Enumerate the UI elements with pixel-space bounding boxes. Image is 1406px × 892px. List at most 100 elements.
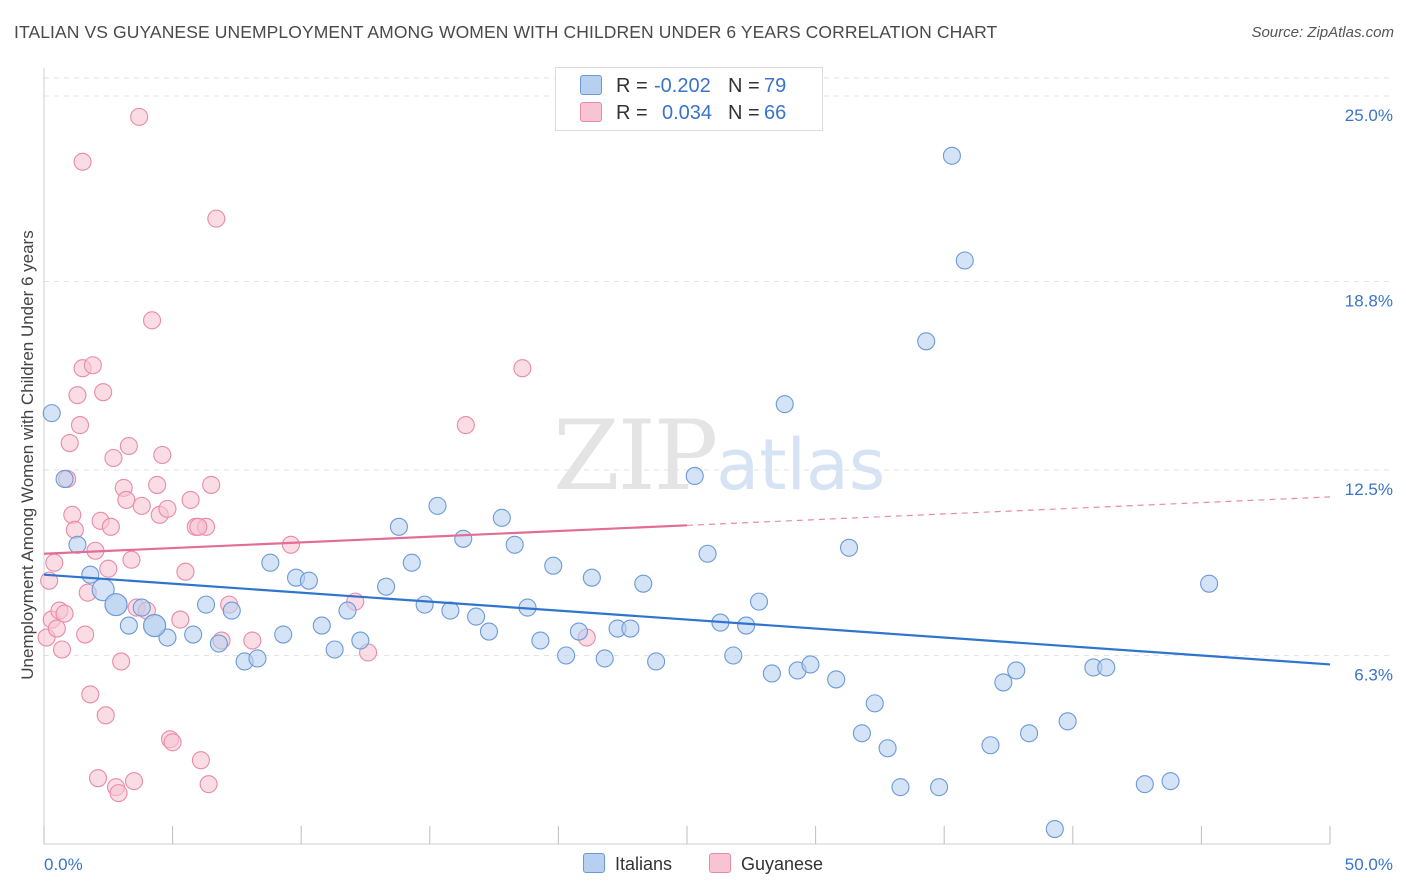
legend-item-guyanese[interactable]: Guyanese bbox=[709, 853, 823, 875]
italians-point bbox=[1200, 574, 1219, 593]
italians-point bbox=[312, 616, 331, 635]
italians-point bbox=[492, 508, 511, 527]
italians-point bbox=[1097, 658, 1116, 677]
italians-point bbox=[582, 568, 601, 587]
italians-point bbox=[621, 619, 640, 638]
guyanese-point bbox=[73, 152, 92, 171]
italians-point bbox=[1058, 712, 1077, 731]
italians-point bbox=[891, 778, 910, 797]
guyanese-point bbox=[96, 706, 115, 725]
italians-r-label: R = bbox=[616, 75, 648, 97]
italians-point bbox=[634, 574, 653, 593]
guyanese-point bbox=[70, 416, 90, 435]
guyanese-point bbox=[513, 359, 532, 378]
guyanese-point bbox=[207, 209, 226, 228]
italians-point bbox=[698, 544, 717, 563]
guyanese-trend-line bbox=[43, 524, 688, 555]
italians-point bbox=[1161, 772, 1180, 791]
guyanese-point bbox=[189, 517, 208, 536]
guyanese-point bbox=[132, 496, 151, 515]
watermark-atlas: atlas bbox=[716, 424, 886, 506]
guyanese-point bbox=[130, 107, 149, 126]
x-tick-label: 0.0% bbox=[44, 855, 83, 874]
guyanese-point bbox=[202, 475, 221, 494]
legend-row-guyanese: R = 0.034 N = 66 bbox=[580, 102, 786, 128]
italians-point bbox=[415, 595, 434, 614]
y-tick-label: 12.5% bbox=[1345, 480, 1393, 499]
italians-point bbox=[749, 592, 769, 611]
guyanese-point bbox=[55, 604, 74, 623]
guyanese-point bbox=[65, 520, 84, 539]
guyanese-point bbox=[281, 535, 300, 554]
italians-n-value: 79 bbox=[764, 75, 787, 97]
guyanese-point bbox=[191, 751, 210, 770]
italians-point bbox=[261, 553, 280, 572]
series-legend: Italians Guyanese bbox=[0, 853, 1406, 875]
italians-point bbox=[839, 538, 859, 557]
italians-point bbox=[325, 640, 344, 659]
chart-title: ITALIAN VS GUYANESE UNEMPLOYMENT AMONG W… bbox=[14, 22, 998, 42]
guyanese-point bbox=[117, 490, 136, 509]
italians-point bbox=[402, 553, 421, 572]
y-tick-label: 18.8% bbox=[1345, 291, 1393, 310]
italians-point bbox=[1020, 724, 1039, 743]
guyanese-point bbox=[101, 517, 120, 536]
guyanese-point bbox=[181, 490, 200, 509]
guyanese-point bbox=[109, 784, 128, 803]
italians-point bbox=[801, 655, 820, 674]
guyanese-point bbox=[88, 769, 108, 788]
italians-point bbox=[209, 634, 228, 653]
italians-point bbox=[917, 332, 936, 351]
italians-point bbox=[104, 593, 128, 617]
guyanese-point bbox=[158, 499, 177, 518]
italians-point bbox=[531, 631, 550, 650]
legend-item-italians[interactable]: Italians bbox=[582, 853, 672, 875]
italians-point bbox=[467, 607, 486, 626]
italians-point bbox=[595, 649, 614, 668]
italians-point bbox=[544, 556, 563, 575]
italians-point bbox=[184, 625, 203, 644]
guyanese-point bbox=[456, 416, 475, 435]
guyanese-point bbox=[243, 631, 262, 650]
guyanese-point bbox=[176, 562, 195, 581]
italians-point bbox=[569, 622, 589, 641]
italians-legend-label: Italians bbox=[614, 854, 672, 874]
italians-point bbox=[647, 652, 666, 671]
italians-point bbox=[762, 664, 781, 683]
italians-point bbox=[196, 595, 216, 614]
italians-point bbox=[1045, 819, 1064, 839]
guyanese-legend-swatch bbox=[709, 853, 731, 873]
guyanese-point bbox=[119, 436, 138, 456]
legend-row-italians: R = -0.202 N = 79 bbox=[580, 75, 786, 101]
italians-r-value: -0.202 bbox=[654, 75, 711, 97]
italians-point bbox=[143, 614, 167, 638]
guyanese-point bbox=[76, 625, 95, 644]
guyanese-point bbox=[47, 619, 66, 638]
guyanese-point bbox=[163, 733, 182, 752]
italians-n-label: N = bbox=[728, 75, 760, 97]
italians-point bbox=[454, 529, 473, 548]
italians-point bbox=[55, 469, 74, 488]
italians-point bbox=[865, 694, 884, 713]
italians-point bbox=[724, 646, 743, 665]
italians-point bbox=[299, 571, 318, 590]
italians-point bbox=[955, 251, 974, 270]
italians-point bbox=[878, 739, 897, 758]
italians-point bbox=[428, 496, 447, 515]
guyanese-point bbox=[94, 383, 113, 402]
guyanese-point bbox=[199, 775, 218, 794]
italians-point bbox=[441, 601, 460, 620]
guyanese-swatch bbox=[580, 102, 602, 122]
italians-point bbox=[557, 646, 576, 665]
italians-point bbox=[981, 736, 1000, 755]
italians-point bbox=[685, 466, 704, 486]
italians-point bbox=[737, 616, 756, 635]
italians-legend-swatch bbox=[582, 853, 605, 873]
italians-point bbox=[827, 670, 846, 689]
guyanese-point bbox=[60, 433, 79, 453]
guyanese-point bbox=[99, 559, 118, 578]
italians-point bbox=[274, 625, 293, 644]
guyanese-n-value: 66 bbox=[764, 102, 787, 124]
italians-swatch bbox=[580, 75, 602, 95]
italians-point bbox=[248, 649, 267, 668]
